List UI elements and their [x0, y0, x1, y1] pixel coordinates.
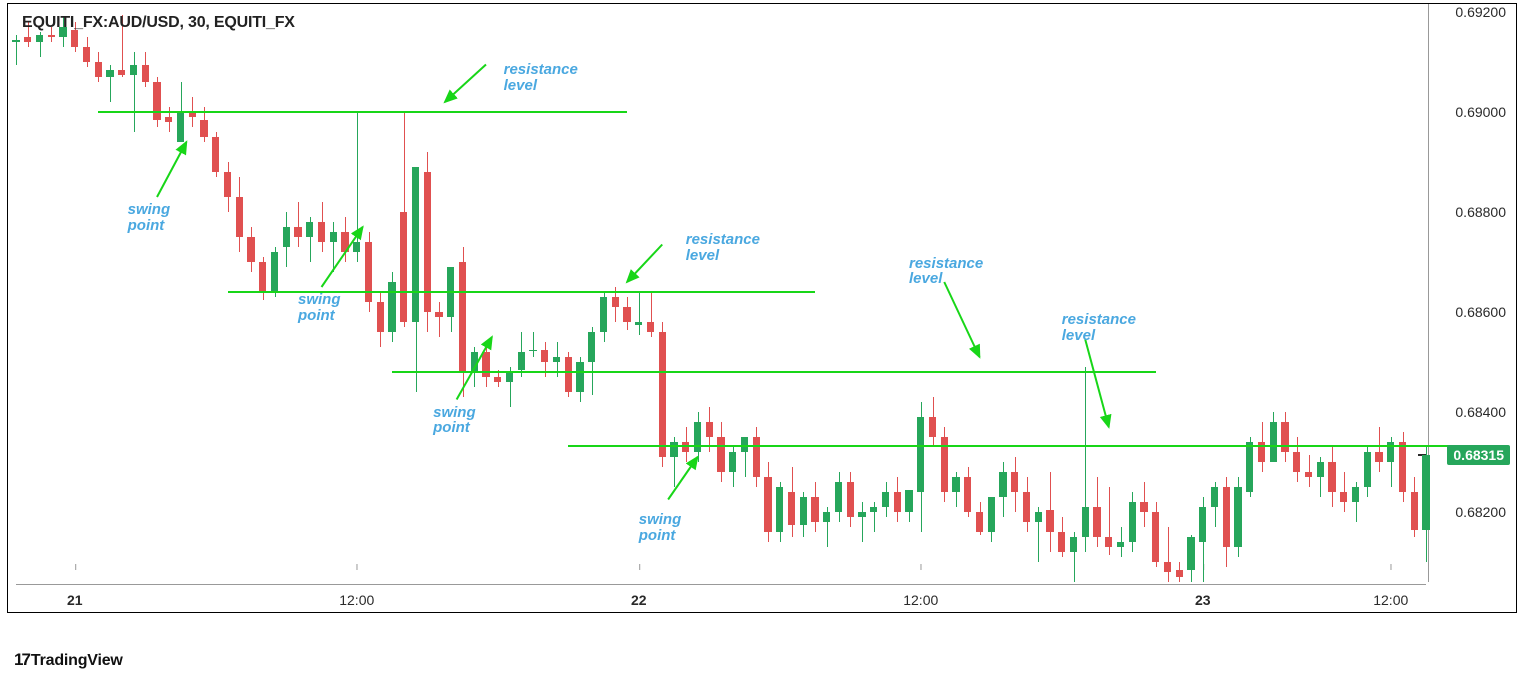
annotation-arrow [322, 227, 363, 287]
y-tick-label: 0.68400 [1455, 404, 1506, 420]
current-price-tag: 0.68315 [1447, 445, 1510, 465]
chart-title: EQUITI_FX:AUD/USD, 30, EQUITI_FX [22, 14, 295, 32]
chart-container: EQUITI_FX:AUD/USD, 30, EQUITI_FX swingpo… [0, 3, 1525, 680]
annotation-arrow [1085, 340, 1109, 428]
x-tick-label: 12:00 [339, 592, 374, 608]
plot-area[interactable]: swingpoint resistancelevel swingpoint resis… [16, 12, 1426, 582]
annotation-arrow [445, 65, 486, 103]
swing-annotation: swingpoint [433, 405, 476, 437]
x-axis: 21 12:00 22 12:00 23 12:00 [16, 584, 1426, 612]
x-tick-label: 21 [67, 592, 83, 608]
annotation-arrow [627, 245, 662, 283]
y-tick-label: 0.68200 [1455, 504, 1506, 520]
resistance-annotation: resistancelevel [909, 256, 983, 288]
y-tick-label: 0.69000 [1455, 104, 1506, 120]
y-tick-label: 0.69200 [1455, 4, 1506, 20]
resistance-annotation: resistancelevel [686, 232, 760, 264]
chart-frame[interactable]: EQUITI_FX:AUD/USD, 30, EQUITI_FX swingpo… [7, 3, 1517, 613]
annotation-arrow [457, 337, 492, 400]
y-tick-label: 0.68600 [1455, 304, 1506, 320]
resistance-annotation: resistancelevel [504, 62, 578, 94]
swing-annotation: swingpoint [128, 202, 171, 234]
tradingview-text: TradingView [31, 652, 123, 669]
x-tick-label: 23 [1195, 592, 1211, 608]
annotation-arrow [157, 142, 186, 197]
x-tick-label: 12:00 [903, 592, 938, 608]
resistance-annotation: resistancelevel [1062, 312, 1136, 344]
tradingview-logo: 17TradingView [14, 650, 123, 670]
swing-annotation: swingpoint [298, 292, 341, 324]
x-tick-label: 12:00 [1373, 592, 1408, 608]
arrows-layer [16, 12, 1426, 582]
x-tick-label: 22 [631, 592, 647, 608]
annotation-arrow [668, 457, 697, 500]
swing-annotation: swingpoint [639, 512, 682, 544]
y-tick-label: 0.68800 [1455, 204, 1506, 220]
annotation-arrow [944, 282, 979, 357]
tradingview-icon: 17 [14, 650, 29, 669]
y-axis [1428, 4, 1516, 582]
